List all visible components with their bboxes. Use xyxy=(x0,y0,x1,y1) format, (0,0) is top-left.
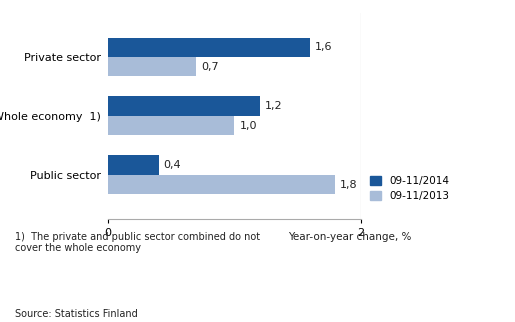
Bar xyxy=(108,116,234,135)
Text: 0,7: 0,7 xyxy=(201,62,219,72)
Text: 1,0: 1,0 xyxy=(239,121,257,131)
Text: 0,4: 0,4 xyxy=(164,160,181,170)
Bar xyxy=(108,57,196,76)
Legend: 09-11/2014, 09-11/2013: 09-11/2014, 09-11/2013 xyxy=(368,174,451,204)
Bar xyxy=(108,175,335,194)
Bar xyxy=(108,156,159,175)
Text: 1,8: 1,8 xyxy=(340,180,358,190)
Text: 1,6: 1,6 xyxy=(315,42,333,52)
Bar xyxy=(108,38,310,57)
Text: 1,2: 1,2 xyxy=(265,101,282,111)
Bar xyxy=(108,97,260,116)
Text: 1)  The private and public sector combined do not
cover the whole economy: 1) The private and public sector combine… xyxy=(15,232,261,253)
Text: Source: Statistics Finland: Source: Statistics Finland xyxy=(15,309,138,319)
Text: Year-on-year change, %: Year-on-year change, % xyxy=(288,232,412,242)
